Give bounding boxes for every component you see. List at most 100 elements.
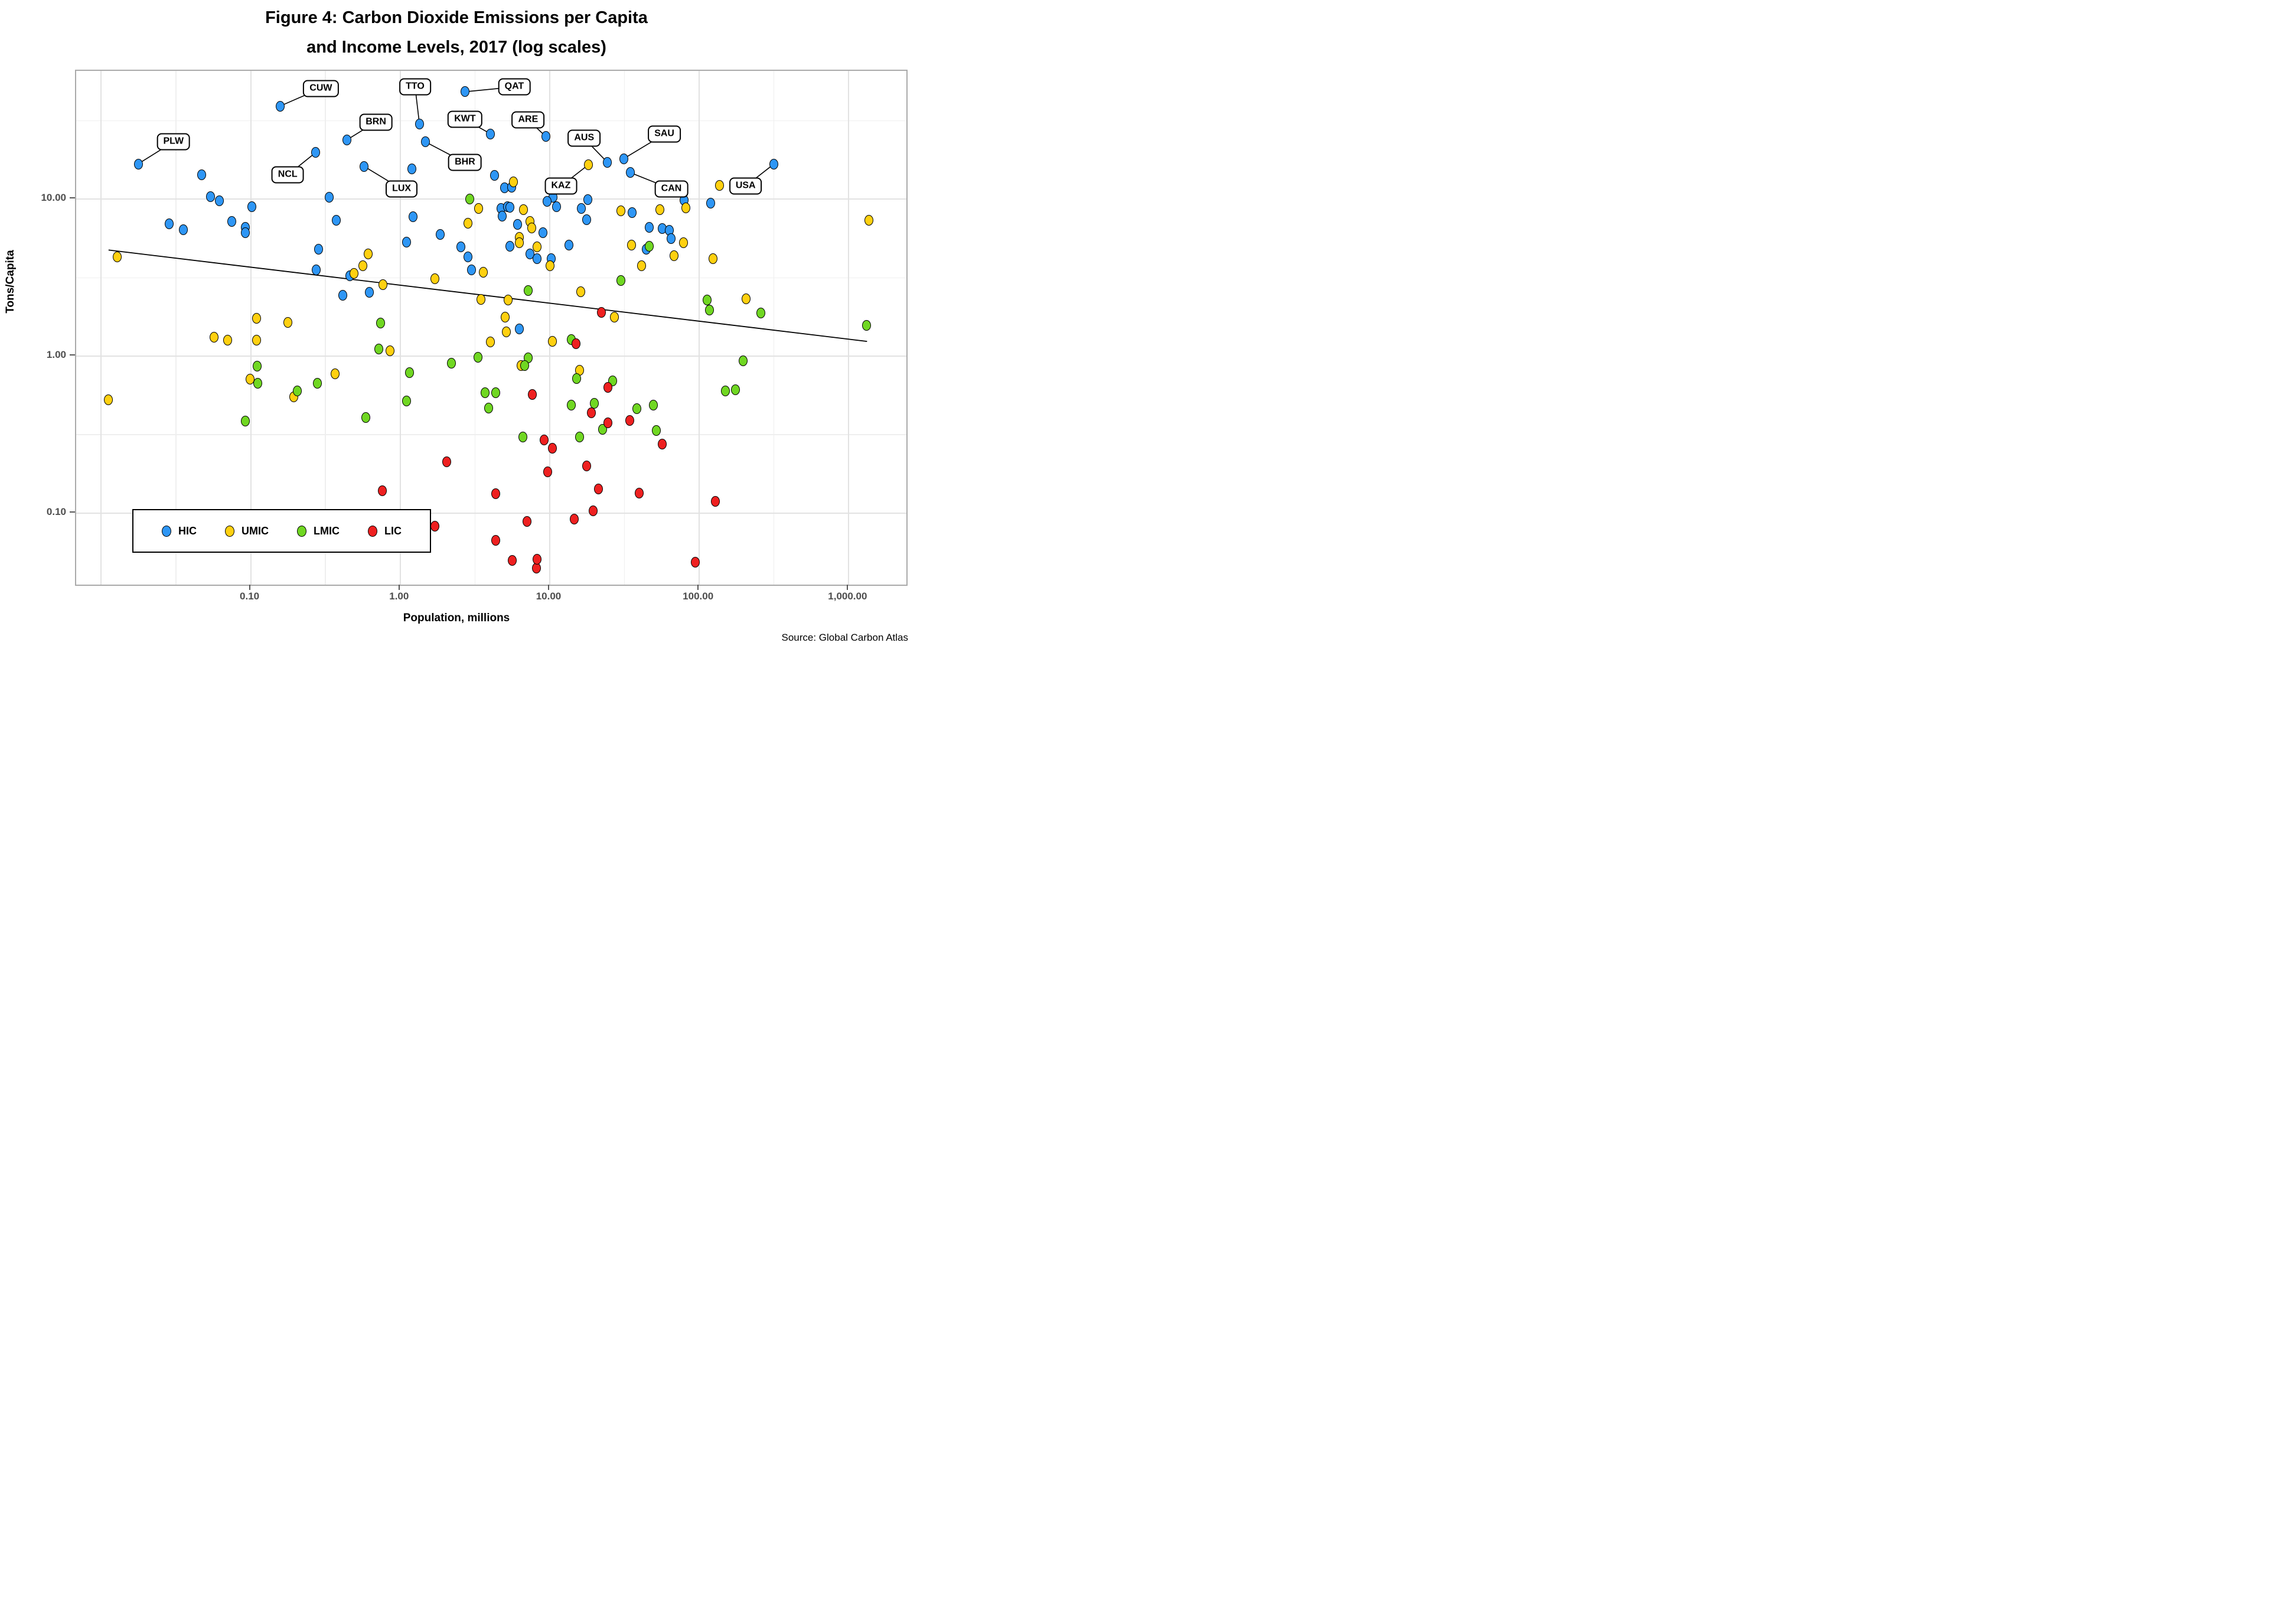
data-point-hic xyxy=(539,227,548,239)
hic-swatch-icon xyxy=(162,525,171,537)
y-gridline xyxy=(76,198,906,200)
data-point-hic xyxy=(206,191,216,202)
x-axis-tickmark xyxy=(398,585,400,590)
country-label-kwt: KWT xyxy=(448,110,482,128)
legend-label-hic: HIC xyxy=(178,524,197,537)
data-point-umic xyxy=(223,335,233,346)
data-point-lmic xyxy=(241,415,250,426)
data-point-umic xyxy=(637,260,646,271)
data-point-lmic xyxy=(756,308,766,318)
data-point-lic xyxy=(587,407,596,418)
country-label-tto: TTO xyxy=(399,78,431,96)
x-gridline xyxy=(549,71,550,585)
data-point-umic xyxy=(502,327,511,338)
data-point-lmic xyxy=(704,305,714,316)
trend-line xyxy=(108,249,867,342)
data-point-umic xyxy=(576,286,585,297)
country-label-sau: SAU xyxy=(648,125,681,143)
x-gridline xyxy=(250,71,252,585)
country-label-bhr: BHR xyxy=(448,154,482,171)
lmic-swatch-icon xyxy=(297,525,306,537)
data-point-umic xyxy=(515,237,524,248)
data-point-hic xyxy=(533,253,542,265)
x-gridline xyxy=(399,71,401,585)
country-label-usa: USA xyxy=(729,177,762,195)
data-point-lmic xyxy=(292,386,302,396)
country-label-aus: AUS xyxy=(567,129,601,147)
data-point-lic xyxy=(430,521,439,532)
data-point-umic xyxy=(508,176,518,187)
data-point-lic xyxy=(594,484,603,494)
data-point-umic xyxy=(330,368,340,379)
data-point-lmic xyxy=(738,355,748,366)
data-point-umic xyxy=(479,266,488,278)
y-axis-tick-label: 10.00 xyxy=(41,192,66,204)
data-point-hic xyxy=(312,264,321,275)
data-point-umic xyxy=(669,250,678,261)
legend-label-lic: LIC xyxy=(384,524,402,537)
data-point-umic xyxy=(533,241,542,252)
data-point-umic xyxy=(358,260,367,271)
figure-carbon-emissions-chart: Figure 4: Carbon Dioxide Emissions per C… xyxy=(0,0,913,650)
data-point-lic xyxy=(491,488,500,499)
x-axis-tick-label: 1.00 xyxy=(389,591,409,602)
data-point-umic xyxy=(742,293,751,304)
data-point-umic xyxy=(104,394,113,405)
legend-label-umic: UMIC xyxy=(242,524,269,537)
legend-item-lic: LIC xyxy=(368,525,402,537)
data-point-can xyxy=(626,167,635,178)
data-point-hic xyxy=(331,215,341,226)
x-axis-tickmark xyxy=(249,585,250,590)
data-point-hic xyxy=(543,196,552,207)
data-point-umic xyxy=(474,203,483,214)
data-point-lic xyxy=(603,417,613,428)
data-point-qat xyxy=(460,86,469,97)
data-point-hic xyxy=(241,227,250,239)
data-point-hic xyxy=(464,252,473,263)
data-point-hic xyxy=(407,164,417,175)
y-gridline xyxy=(76,512,906,514)
data-point-hic xyxy=(466,264,476,275)
x-gridline-minor xyxy=(175,71,177,585)
data-point-hic xyxy=(338,290,347,301)
country-label-kaz: KAZ xyxy=(544,177,577,195)
data-point-lmic xyxy=(313,378,322,389)
country-label-brn: BRN xyxy=(359,113,393,131)
data-point-plw xyxy=(133,158,143,169)
y-axis-tickmark xyxy=(70,511,75,513)
country-label-can: CAN xyxy=(654,180,689,198)
data-point-umic xyxy=(714,180,724,191)
data-point-kaz xyxy=(584,159,593,170)
x-axis-tick-label: 0.10 xyxy=(240,591,260,602)
plot-panel xyxy=(75,70,908,586)
data-point-lmic xyxy=(575,432,584,442)
data-point-lmic xyxy=(374,344,383,355)
data-point-usa xyxy=(769,159,778,170)
data-point-lmic xyxy=(361,412,371,423)
data-point-brn xyxy=(342,134,352,145)
data-point-tto xyxy=(415,119,424,130)
x-gridline xyxy=(699,71,700,585)
data-point-lmic xyxy=(473,351,482,363)
data-point-lic xyxy=(635,487,644,498)
data-point-lic xyxy=(582,460,591,471)
data-point-hic xyxy=(513,219,522,230)
data-point-lmic xyxy=(523,285,533,296)
data-point-lmic xyxy=(651,425,661,436)
chart-title-line1: Figure 4: Carbon Dioxide Emissions per C… xyxy=(265,8,648,27)
y-gridline xyxy=(76,356,906,357)
legend-item-hic: HIC xyxy=(162,525,197,537)
data-point-lmic xyxy=(632,403,642,414)
x-axis-title: Population, millions xyxy=(403,612,510,624)
data-point-umic xyxy=(283,317,292,328)
data-point-lic xyxy=(711,495,720,507)
data-point-hic xyxy=(215,195,224,206)
data-point-hic xyxy=(490,170,499,181)
data-point-umic xyxy=(679,237,689,248)
data-point-lmic xyxy=(720,386,730,396)
data-point-kwt xyxy=(486,128,495,139)
legend-label-lmic: LMIC xyxy=(314,524,340,537)
data-point-hic xyxy=(227,216,236,227)
y-axis-tickmark xyxy=(70,197,75,199)
data-point-lic xyxy=(603,382,613,393)
